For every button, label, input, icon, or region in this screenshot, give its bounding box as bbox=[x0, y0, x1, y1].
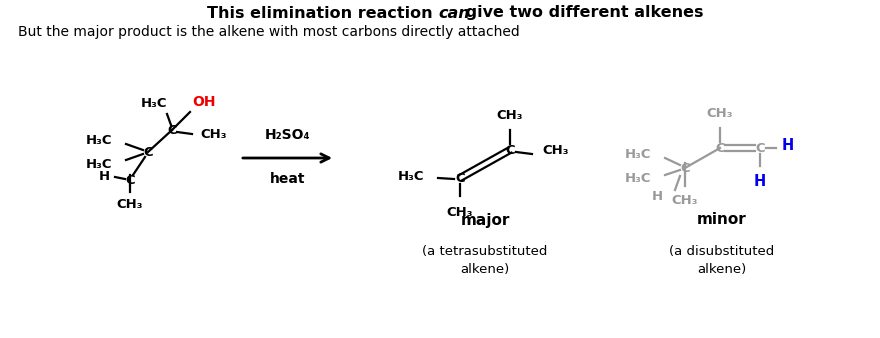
Text: CH₃: CH₃ bbox=[447, 206, 473, 219]
Text: H: H bbox=[754, 174, 766, 189]
Text: C: C bbox=[755, 142, 765, 154]
Text: can: can bbox=[438, 5, 470, 21]
Text: H: H bbox=[782, 139, 795, 153]
Text: heat: heat bbox=[270, 172, 305, 186]
Text: H₃C: H₃C bbox=[85, 134, 112, 146]
Text: H₃C: H₃C bbox=[85, 158, 112, 170]
Text: But the major product is the alkene with most carbons directly attached: But the major product is the alkene with… bbox=[18, 25, 520, 39]
Text: C: C bbox=[455, 171, 465, 185]
Text: H₃C: H₃C bbox=[141, 97, 167, 110]
Text: alkene): alkene) bbox=[697, 264, 746, 276]
Text: This elimination reaction: This elimination reaction bbox=[207, 5, 438, 21]
Text: major: major bbox=[460, 213, 510, 227]
Text: H: H bbox=[99, 169, 110, 183]
Text: C: C bbox=[680, 162, 690, 174]
Text: C: C bbox=[715, 142, 725, 154]
Text: CH₃: CH₃ bbox=[117, 198, 143, 211]
Text: H: H bbox=[652, 190, 663, 202]
Text: C: C bbox=[167, 123, 177, 137]
Text: OH: OH bbox=[192, 95, 216, 109]
Text: C: C bbox=[505, 144, 515, 156]
Text: give two different alkenes: give two different alkenes bbox=[460, 5, 703, 21]
Text: C: C bbox=[125, 173, 135, 187]
Text: CH₃: CH₃ bbox=[707, 107, 733, 120]
Text: CH₃: CH₃ bbox=[671, 194, 698, 207]
Text: alkene): alkene) bbox=[460, 264, 510, 276]
Text: H₃C: H₃C bbox=[625, 147, 651, 161]
Text: (a disubstituted: (a disubstituted bbox=[669, 245, 774, 259]
Text: minor: minor bbox=[697, 213, 746, 227]
Text: C: C bbox=[143, 145, 153, 159]
Text: CH₃: CH₃ bbox=[542, 144, 568, 156]
Text: CH₃: CH₃ bbox=[200, 128, 226, 142]
Text: H₃C: H₃C bbox=[625, 171, 651, 185]
Text: (a tetrasubstituted: (a tetrasubstituted bbox=[422, 245, 547, 259]
Text: CH₃: CH₃ bbox=[496, 109, 524, 122]
Text: H₂SO₄: H₂SO₄ bbox=[265, 128, 311, 142]
Text: H₃C: H₃C bbox=[398, 169, 424, 183]
